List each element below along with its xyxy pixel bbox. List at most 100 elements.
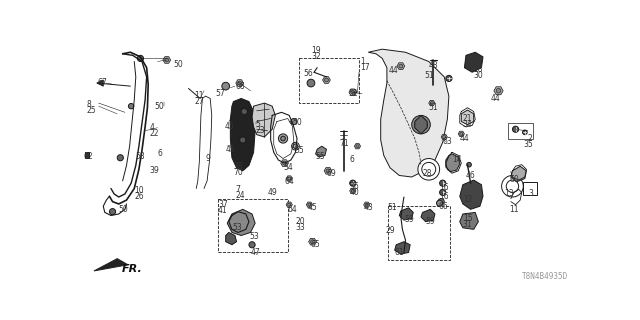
Text: 3: 3 (528, 189, 533, 198)
Text: 47: 47 (250, 248, 260, 257)
Circle shape (291, 118, 297, 124)
Bar (298, 59, 359, 103)
Circle shape (496, 88, 501, 93)
Circle shape (356, 145, 359, 148)
Polygon shape (446, 154, 460, 172)
Text: 70: 70 (234, 168, 243, 177)
Circle shape (436, 200, 443, 206)
Circle shape (506, 180, 518, 192)
Polygon shape (355, 144, 360, 149)
Polygon shape (94, 259, 128, 271)
Text: 40: 40 (349, 188, 360, 197)
Circle shape (281, 136, 285, 141)
Text: FR.: FR. (122, 264, 143, 275)
Circle shape (399, 64, 403, 68)
Circle shape (117, 155, 124, 161)
Text: 14: 14 (452, 156, 461, 164)
Circle shape (443, 135, 446, 139)
Text: 12: 12 (463, 196, 472, 204)
Text: 2: 2 (528, 134, 532, 143)
Bar (218, 198, 288, 252)
Polygon shape (415, 116, 428, 134)
Text: 69: 69 (326, 169, 336, 178)
Circle shape (138, 55, 143, 61)
Polygon shape (368, 49, 449, 177)
Text: 62: 62 (83, 152, 93, 161)
Polygon shape (421, 209, 435, 222)
Polygon shape (364, 202, 370, 207)
Text: 50: 50 (154, 101, 164, 110)
Text: 60: 60 (509, 175, 519, 184)
Text: 51: 51 (387, 203, 397, 212)
Text: 21: 21 (463, 114, 472, 123)
Circle shape (288, 203, 291, 206)
Polygon shape (349, 89, 356, 96)
Circle shape (326, 169, 330, 173)
Text: 9: 9 (205, 154, 211, 163)
Polygon shape (399, 208, 413, 220)
Circle shape (349, 180, 356, 186)
Text: 8: 8 (86, 100, 91, 109)
Text: 7: 7 (235, 185, 240, 194)
Text: 44: 44 (491, 94, 500, 103)
Polygon shape (226, 232, 237, 245)
Circle shape (460, 132, 463, 135)
Text: 50: 50 (173, 60, 183, 69)
Text: 34: 34 (463, 120, 472, 129)
Text: 65: 65 (311, 240, 321, 249)
Text: 55: 55 (294, 146, 303, 155)
Circle shape (278, 134, 288, 143)
Circle shape (310, 240, 314, 244)
Circle shape (165, 58, 169, 62)
Text: 45: 45 (224, 122, 234, 131)
Polygon shape (316, 146, 326, 157)
Text: 16: 16 (440, 183, 449, 192)
Circle shape (418, 158, 440, 180)
Polygon shape (429, 100, 435, 106)
Circle shape (288, 177, 291, 180)
Text: 50: 50 (119, 205, 129, 214)
Polygon shape (227, 209, 255, 236)
Circle shape (446, 75, 452, 82)
Circle shape (129, 103, 134, 109)
Text: 52: 52 (348, 89, 358, 98)
Polygon shape (395, 242, 410, 254)
Text: 28: 28 (422, 169, 432, 178)
Polygon shape (458, 131, 465, 137)
Polygon shape (308, 238, 316, 245)
Polygon shape (323, 77, 330, 83)
Text: 24: 24 (235, 191, 244, 200)
Text: 51: 51 (424, 71, 434, 80)
Circle shape (430, 101, 433, 105)
Circle shape (283, 161, 287, 165)
Text: 30: 30 (474, 71, 483, 80)
Text: 45: 45 (308, 203, 317, 212)
Text: 44: 44 (460, 134, 470, 143)
Circle shape (239, 137, 246, 143)
Polygon shape (286, 202, 292, 207)
Text: 59: 59 (426, 217, 435, 226)
Text: 22: 22 (150, 129, 159, 138)
Circle shape (351, 189, 355, 192)
Text: 6: 6 (349, 156, 355, 164)
Bar (508, 123, 532, 139)
Text: 10: 10 (134, 186, 144, 195)
Text: 16: 16 (440, 192, 449, 201)
Text: 38: 38 (234, 162, 243, 171)
Text: 39: 39 (150, 166, 159, 175)
Text: 35: 35 (524, 140, 533, 149)
Circle shape (249, 242, 255, 248)
Text: 20: 20 (296, 217, 305, 226)
Text: 13: 13 (505, 189, 515, 198)
Text: 64: 64 (285, 177, 294, 186)
Text: 53: 53 (232, 223, 242, 232)
Text: 19: 19 (311, 46, 321, 55)
Text: 48: 48 (429, 61, 438, 70)
Circle shape (109, 209, 116, 215)
Circle shape (222, 82, 230, 90)
Polygon shape (511, 166, 527, 182)
Circle shape (440, 189, 446, 196)
Text: 55: 55 (316, 152, 325, 161)
Circle shape (415, 118, 428, 131)
Circle shape (440, 180, 446, 186)
